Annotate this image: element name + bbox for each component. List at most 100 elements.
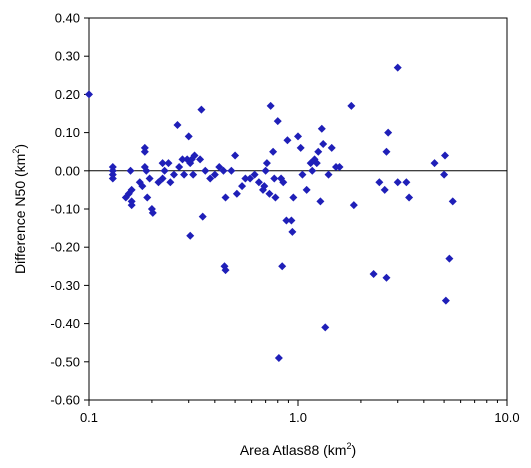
data-point [382, 147, 391, 156]
data-point [201, 166, 210, 175]
data-point [175, 162, 184, 171]
data-point [445, 254, 454, 263]
data-point [314, 147, 323, 156]
plot-frame [88, 17, 508, 401]
x-tick-label: 10.0 [494, 410, 519, 425]
data-point [127, 201, 136, 210]
data-point [319, 140, 328, 149]
y-tick-label: -0.10 [50, 202, 80, 217]
data-point [197, 105, 206, 114]
data-point [254, 178, 263, 187]
data-point [261, 166, 270, 175]
data-point [166, 178, 175, 187]
data-point [246, 174, 255, 183]
x-tick-label: 1.0 [289, 410, 307, 425]
data-point [278, 262, 287, 271]
data-point [269, 147, 278, 156]
data-point [375, 178, 384, 187]
data-point [405, 193, 414, 202]
data-point [287, 216, 296, 225]
data-point [219, 166, 228, 175]
data-point [271, 193, 280, 202]
data-point [448, 197, 457, 206]
data-point [260, 182, 269, 191]
data-point [316, 197, 325, 206]
y-tick-label: -0.30 [50, 278, 80, 293]
data-point [227, 166, 236, 175]
y-tick-label: -0.20 [50, 240, 80, 255]
data-point [265, 189, 274, 198]
data-point [317, 124, 326, 133]
data-point [393, 63, 402, 72]
data-point [215, 162, 224, 171]
plot-area [88, 17, 508, 401]
data-point [302, 185, 311, 194]
data-point [143, 193, 152, 202]
data-point [289, 193, 298, 202]
y-axis-label: Difference N50 (km2) [11, 144, 28, 274]
data-point [402, 178, 411, 187]
data-point [126, 166, 135, 175]
data-point [347, 101, 356, 110]
x-tick-label: 0.1 [80, 410, 98, 425]
y-tick-label: 0.40 [55, 11, 80, 26]
data-point [85, 90, 93, 99]
y-tick-label: 0.00 [55, 163, 80, 178]
data-point [283, 136, 292, 145]
data-point [206, 174, 215, 183]
data-point [369, 269, 378, 278]
data-point [221, 266, 230, 275]
data-point [210, 170, 219, 179]
y-tick-label: 0.10 [55, 125, 80, 140]
data-point [282, 216, 291, 225]
data-point [250, 170, 259, 179]
y-tick-label: 0.20 [55, 87, 80, 102]
data-point [288, 227, 297, 236]
data-point [108, 174, 117, 183]
data-point [296, 143, 305, 152]
data-point [440, 170, 449, 179]
data-point [232, 189, 241, 198]
data-point [430, 159, 439, 168]
data-point [384, 128, 393, 137]
data-point [178, 155, 187, 164]
data-point [221, 193, 230, 202]
data-point [145, 174, 154, 183]
data-point [241, 174, 250, 183]
data-point [441, 296, 450, 305]
data-point [169, 170, 178, 179]
data-point [393, 178, 402, 187]
data-point [308, 166, 317, 175]
data-point [142, 166, 151, 175]
data-point [382, 273, 391, 282]
data-points [85, 63, 457, 362]
data-point [279, 178, 288, 187]
data-point [140, 147, 149, 156]
y-tick-label: -0.60 [50, 393, 80, 408]
data-point [262, 159, 271, 168]
data-point [158, 159, 167, 168]
y-tick-label: -0.50 [50, 354, 80, 369]
data-point [270, 174, 279, 183]
data-point [164, 159, 173, 168]
data-point [173, 120, 182, 129]
data-point [158, 174, 167, 183]
data-point [298, 170, 307, 179]
data-point [321, 323, 330, 332]
data-point [127, 185, 136, 194]
data-point [238, 182, 247, 191]
data-point [180, 170, 189, 179]
x-axis: 0.1 1.0 10.0 [80, 400, 520, 425]
data-point [190, 151, 199, 160]
data-point [335, 162, 344, 171]
data-point [327, 143, 336, 152]
data-point [138, 182, 147, 191]
data-point [324, 170, 333, 179]
data-point [312, 159, 321, 168]
data-point [184, 132, 193, 141]
y-tick-label: -0.40 [50, 316, 80, 331]
data-point [440, 151, 449, 160]
data-point [160, 166, 169, 175]
data-point [266, 101, 275, 110]
